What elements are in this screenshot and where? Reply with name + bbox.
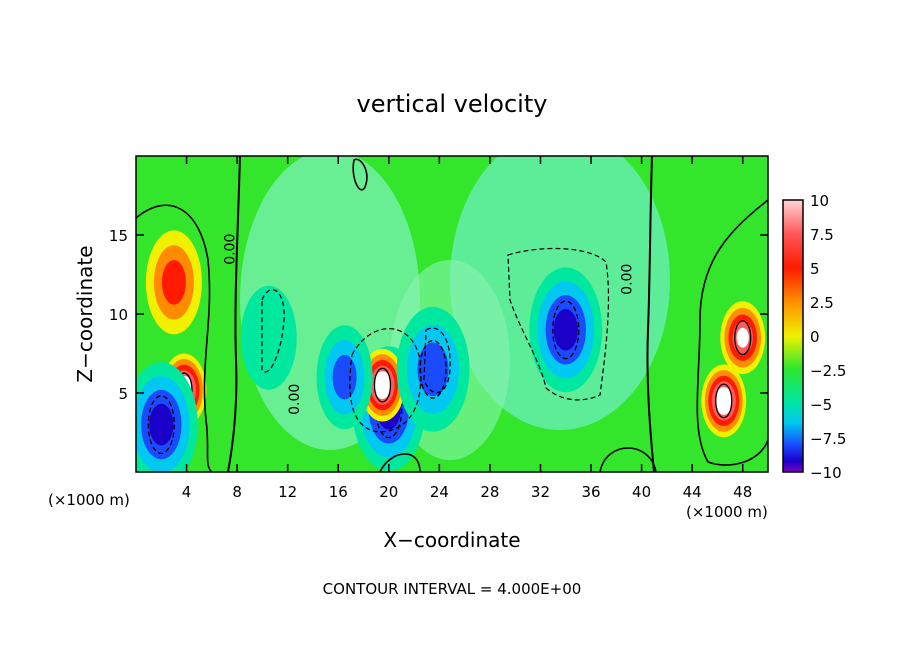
- velocity-contour: [147, 395, 175, 455]
- contour-label: 0.00: [287, 384, 303, 415]
- y-tick-label: 15: [109, 227, 128, 245]
- colorbar-label: 10: [810, 192, 829, 210]
- colorbar: 10 7.5 5 2.5 0 −2.5 −5 −7.5 −10: [782, 192, 846, 482]
- x-tick-label: 32: [531, 483, 550, 501]
- x-tick-label: 24: [430, 483, 449, 501]
- velocity-feature: [377, 376, 388, 394]
- velocity-feature: [332, 354, 357, 400]
- plot-area: 0.00 0.00 0.00: [136, 156, 768, 472]
- velocity-contour: [734, 320, 752, 356]
- velocity-contour: [373, 367, 392, 403]
- colorbar-label: 5: [810, 260, 820, 278]
- x-axis-label: X−coordinate: [383, 528, 520, 552]
- y-tick-label: 10: [109, 306, 128, 324]
- velocity-feature: [718, 392, 729, 410]
- velocity-contour: [419, 339, 447, 399]
- chart-title: vertical velocity: [357, 90, 548, 118]
- contour-label: 0.00: [223, 234, 239, 265]
- x-tick-label: 48: [733, 483, 752, 501]
- colorbar-label: −10: [810, 464, 842, 482]
- colorbar-label: 2.5: [810, 294, 834, 312]
- contour-label: 0.00: [619, 264, 635, 295]
- colorbar-label: 7.5: [810, 226, 834, 244]
- y-axis: 5 10 15: [109, 227, 768, 403]
- velocity-contour: [552, 300, 580, 360]
- x-tick-label: 36: [581, 483, 600, 501]
- velocity-feature: [149, 403, 174, 446]
- colorbar-label: −2.5: [810, 362, 846, 380]
- y-axis-label: Z−coordinate: [73, 245, 97, 382]
- x-tick-label: 16: [329, 483, 348, 501]
- colorbar-label: 0: [810, 328, 820, 346]
- velocity-feature: [736, 327, 749, 348]
- x-unit-left: (×1000 m): [48, 491, 130, 509]
- y-tick-label: 5: [118, 385, 128, 403]
- velocity-feature: [161, 260, 186, 305]
- velocity-contour: [715, 383, 733, 419]
- colorbar-frame: [782, 199, 804, 473]
- x-tick-label: 44: [683, 483, 702, 501]
- velocity-feature: [240, 285, 297, 390]
- colorbar-label: −5: [810, 396, 832, 414]
- x-tick-label: 40: [632, 483, 651, 501]
- x-tick-label: 8: [232, 483, 242, 501]
- x-unit-right: (×1000 m): [686, 503, 768, 521]
- x-tick-label: 12: [278, 483, 297, 501]
- x-axis: 4 8 12 16 20 24 28 32 36 40 44 48: [182, 156, 752, 501]
- velocity-feature: [553, 309, 578, 351]
- colorbar-gradient: [783, 200, 803, 472]
- colorbar-label: −7.5: [810, 430, 846, 448]
- x-tick-label: 20: [379, 483, 398, 501]
- x-tick-label: 28: [480, 483, 499, 501]
- contour-interval-note: CONTOUR INTERVAL = 4.000E+00: [323, 580, 582, 598]
- x-tick-label: 4: [182, 483, 192, 501]
